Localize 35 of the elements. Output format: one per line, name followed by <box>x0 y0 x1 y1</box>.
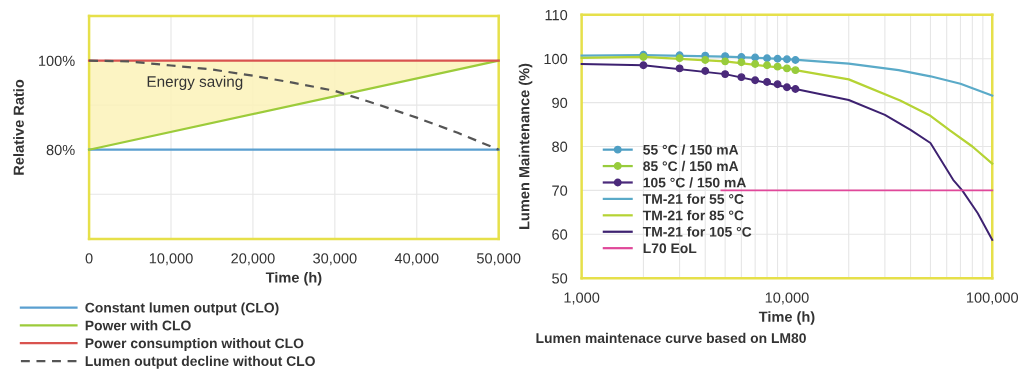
x-tick-label: 10,000 <box>765 292 809 305</box>
y-tick-label: 90 <box>552 97 568 109</box>
y-tick-label: 100 <box>544 53 568 65</box>
legend-label: TM-21 for 55 °C <box>642 193 744 204</box>
y-tick-label: 80 <box>552 141 568 152</box>
legend-label: Constant lumen output (CLO) <box>85 302 279 316</box>
x-tick-label: 20,000 <box>231 253 275 266</box>
x-tick-label: 50,000 <box>476 253 521 266</box>
x-tick-label: 30,000 <box>313 253 357 266</box>
y-axis-title: Relative Ratio <box>13 79 24 175</box>
legend-label: TM-21 for 105 °C <box>642 226 752 237</box>
x-tick-label: 100,000 <box>967 292 1019 305</box>
legend-label: Power with CLO <box>85 320 191 331</box>
legend-label: TM-21 for 85 °C <box>642 210 744 221</box>
annotation: Energy saving <box>147 75 243 90</box>
y-tick-label: 50 <box>552 273 568 284</box>
legend-label: 85 °C / 150 mA <box>643 160 739 172</box>
y-tick-label: 60 <box>552 229 568 240</box>
x-axis-title: Time (h) <box>265 271 322 286</box>
x-tick-label: 10,000 <box>149 253 193 266</box>
x-tick-label: 1,000 <box>564 292 600 305</box>
y-tick-label: 110 <box>545 9 568 21</box>
x-axis-title: Time (h) <box>758 311 815 325</box>
text: Lumen maintenace curve based on LM80 <box>536 332 806 344</box>
legend-label: 105 °C / 150 mA <box>643 177 746 188</box>
x-tick-label: 0 <box>85 253 93 264</box>
legend-label: Power consumption without CLO <box>85 338 304 351</box>
legend-label: L70 EoL <box>643 243 697 254</box>
x-tick-label: 40,000 <box>394 253 439 266</box>
legend-label: 55 °C / 150 mA <box>643 144 739 155</box>
y-tick-label: 100% <box>39 55 75 67</box>
y-tick-label: 70 <box>552 185 568 196</box>
y-axis-title: Lumen Maintenance (%) <box>518 63 533 229</box>
y-tick-label: 80% <box>46 144 75 156</box>
legend-label: Lumen output decline without CLO <box>85 355 315 369</box>
